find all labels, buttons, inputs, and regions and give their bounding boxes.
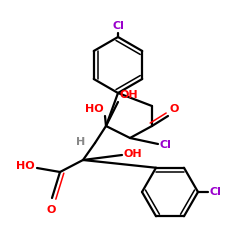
Text: Cl: Cl — [112, 21, 124, 31]
Text: HO: HO — [86, 104, 104, 114]
Text: Cl: Cl — [210, 187, 222, 197]
Text: OH: OH — [124, 149, 142, 159]
Text: OH: OH — [120, 90, 139, 100]
Text: HO: HO — [16, 161, 35, 171]
Text: O: O — [170, 104, 179, 114]
Text: Cl: Cl — [160, 140, 172, 150]
Text: O: O — [46, 205, 56, 215]
Text: H: H — [76, 137, 85, 147]
